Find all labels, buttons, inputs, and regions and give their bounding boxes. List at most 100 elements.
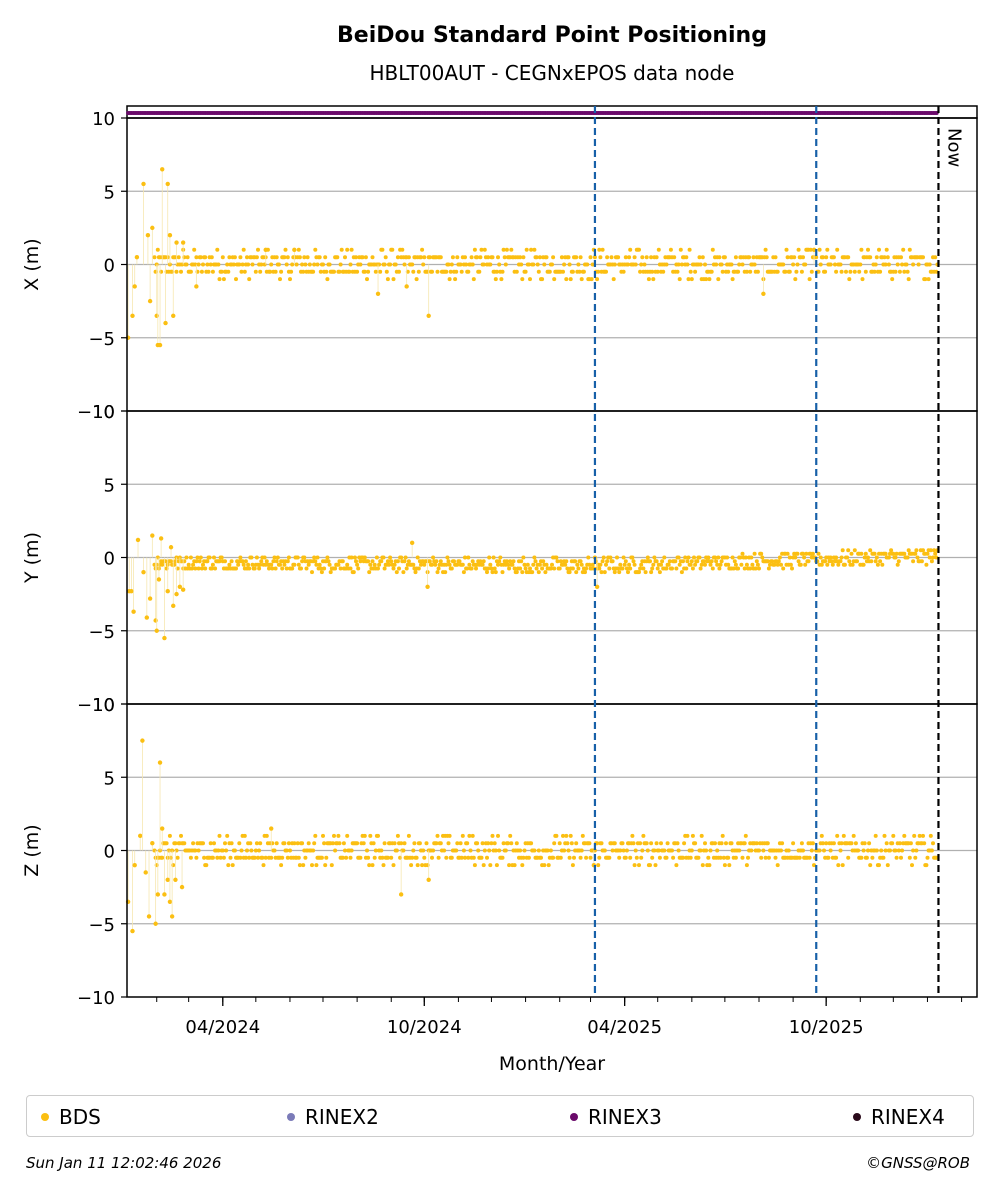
bds-point xyxy=(337,269,342,274)
bds-point xyxy=(645,848,650,853)
bds-point xyxy=(743,833,748,838)
bds-point xyxy=(676,262,681,267)
bds-point xyxy=(642,262,647,267)
bds-point xyxy=(645,555,650,560)
bds-point xyxy=(402,559,407,564)
bds-point xyxy=(411,562,416,567)
bds-point xyxy=(736,269,741,274)
bds-point xyxy=(321,833,325,838)
bds-point xyxy=(459,855,464,860)
bds-outlier-point xyxy=(263,247,268,253)
bds-point xyxy=(662,848,667,853)
bds-point xyxy=(511,559,516,564)
bds-point xyxy=(551,255,556,260)
bds-point xyxy=(857,269,862,274)
bds-point xyxy=(860,277,865,282)
bds-point xyxy=(282,841,287,846)
bds-point xyxy=(457,559,462,564)
bds-point xyxy=(846,548,851,553)
bds-point xyxy=(884,841,889,846)
bds-point xyxy=(929,559,934,564)
bds-point xyxy=(578,559,583,564)
bds-point xyxy=(885,863,890,868)
bds-point xyxy=(617,855,622,860)
bds-point xyxy=(818,262,823,267)
bds-point xyxy=(306,562,311,567)
bds-point xyxy=(434,841,439,846)
bds-point xyxy=(475,255,480,260)
bds-point xyxy=(643,570,648,575)
bds-point xyxy=(632,562,637,567)
bds-point xyxy=(566,255,571,260)
bds-point xyxy=(212,555,216,560)
bds-point xyxy=(727,863,732,868)
bds-point xyxy=(532,247,537,252)
bds-point xyxy=(927,262,932,267)
bds-point xyxy=(330,841,335,846)
bds-point xyxy=(466,555,471,560)
bds-point xyxy=(376,833,380,838)
bds-point xyxy=(923,277,928,282)
bds-point xyxy=(776,559,781,564)
bds-point xyxy=(709,559,714,564)
bds-point xyxy=(552,277,557,282)
bds-point xyxy=(612,570,617,575)
bds-point xyxy=(300,559,305,564)
bds-point xyxy=(921,833,925,838)
bds-point xyxy=(589,277,594,282)
bds-point xyxy=(730,277,735,282)
bds-point xyxy=(225,262,230,267)
bds-outlier-point xyxy=(154,628,159,633)
bds-point xyxy=(269,562,274,567)
bds-point xyxy=(250,562,255,567)
bds-point xyxy=(458,262,463,267)
bds-point xyxy=(638,841,643,846)
bds-point xyxy=(907,855,912,860)
bds-point xyxy=(779,848,783,853)
bds-point xyxy=(210,269,215,274)
bds-point xyxy=(623,855,628,860)
bds-point xyxy=(809,269,814,274)
bds-point xyxy=(808,247,813,252)
bds-point xyxy=(620,566,625,571)
bds-point xyxy=(722,863,727,868)
bds-point xyxy=(285,855,290,860)
bds-point xyxy=(588,855,593,860)
bds-point xyxy=(449,566,454,571)
bds-point xyxy=(494,269,499,274)
bds-point xyxy=(197,559,202,564)
bds-point xyxy=(877,247,881,252)
bds-point xyxy=(831,841,836,846)
bds-point xyxy=(799,841,804,846)
bds-point xyxy=(719,841,724,846)
bds-point xyxy=(518,566,523,571)
bds-point xyxy=(285,559,290,564)
bds-point xyxy=(616,566,621,571)
bds-point xyxy=(430,269,434,274)
bds-point xyxy=(859,247,864,252)
bds-point xyxy=(332,833,336,838)
bds-point xyxy=(911,559,916,564)
y-tick-label: −10 xyxy=(77,988,115,1009)
bds-point xyxy=(890,841,895,846)
bds-point xyxy=(223,559,227,564)
bds-point xyxy=(631,559,636,564)
bds-point xyxy=(689,848,694,853)
bds-point xyxy=(901,247,906,252)
bds-point xyxy=(312,262,317,267)
bds-point xyxy=(828,262,833,267)
bds-point xyxy=(709,269,714,274)
bds-point xyxy=(831,255,836,260)
bds-point xyxy=(521,855,526,860)
bds-point xyxy=(256,247,260,252)
bds-point xyxy=(624,848,629,853)
bds-point xyxy=(262,555,267,560)
bds-point xyxy=(362,555,367,560)
bds-point xyxy=(816,269,821,274)
bds-point xyxy=(263,855,268,860)
bds-point xyxy=(802,555,807,560)
bds-point xyxy=(690,833,695,838)
bds-point xyxy=(670,566,674,571)
bds-point xyxy=(638,269,643,274)
bds-point xyxy=(674,566,679,571)
